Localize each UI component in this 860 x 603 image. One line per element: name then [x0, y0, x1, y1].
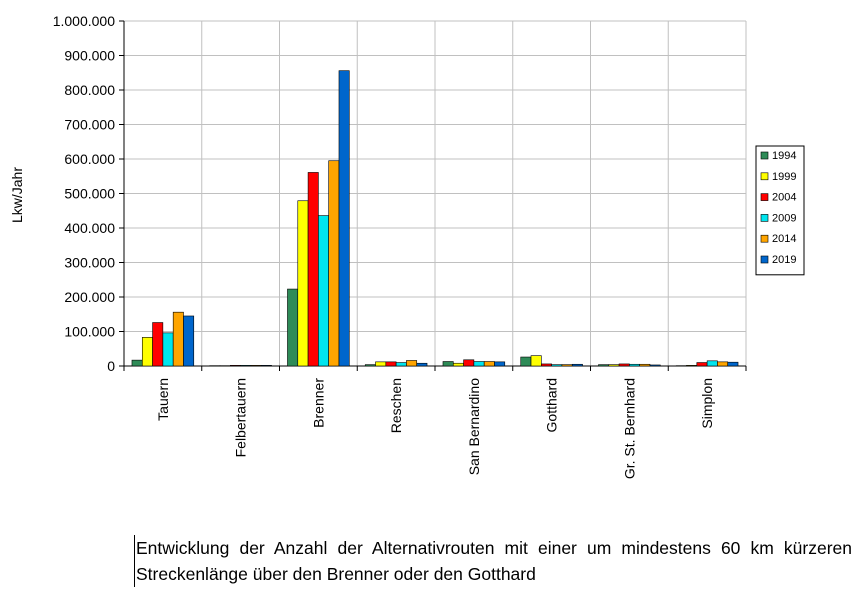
y-tick-label: 400.000 — [64, 220, 115, 236]
category-label: Gr. St. Bernhard — [621, 378, 637, 479]
bar-2009 — [629, 363, 640, 367]
bar-2019 — [260, 365, 272, 367]
bar-2004 — [618, 363, 630, 367]
y-tick-label: 100.000 — [64, 324, 115, 340]
legend-label: 2009 — [772, 212, 796, 224]
legend: 1994 1999 2004 2009 2014 2019 — [755, 145, 805, 276]
bar-2009 — [473, 361, 485, 367]
y-tick-label: 800.000 — [64, 82, 115, 98]
legend-swatch — [760, 172, 769, 181]
bar-2014 — [172, 311, 184, 367]
y-axis-label: Lkw/Jahr — [9, 167, 25, 223]
bar-2004 — [307, 172, 319, 367]
bar-2014 — [328, 160, 340, 367]
bar-2004 — [230, 365, 241, 367]
bar-1994 — [209, 365, 221, 367]
bar-1994 — [364, 364, 376, 367]
bar-1999 — [608, 364, 620, 367]
category-label: Brenner — [310, 378, 326, 428]
y-tick-label: 700.000 — [64, 117, 115, 133]
legend-swatch — [760, 234, 769, 243]
bar-2019 — [416, 362, 428, 367]
bar-2014 — [483, 361, 495, 367]
legend-swatch — [760, 151, 769, 160]
bar-2014 — [406, 360, 418, 367]
y-tick-label: 500.000 — [64, 186, 115, 202]
bar-2019 — [727, 361, 739, 367]
bar-2009 — [395, 362, 407, 367]
bar-2019 — [649, 364, 661, 367]
bar-2019 — [494, 361, 506, 367]
legend-label: 1999 — [772, 171, 796, 183]
legend-label: 1994 — [772, 150, 796, 162]
figure-caption: Entwicklung der Anzahl der Alternativrou… — [134, 535, 852, 587]
legend-swatch — [760, 214, 769, 222]
bar-2004 — [152, 322, 164, 367]
bar-2009 — [240, 365, 252, 367]
category-label: Gotthard — [544, 378, 560, 432]
category-label: Felbertauern — [233, 378, 249, 457]
bar-1999 — [686, 365, 698, 367]
bar-1994 — [442, 361, 454, 367]
bar-2019 — [571, 363, 583, 367]
category-label: Simplon — [699, 378, 715, 429]
bar-2014 — [561, 364, 573, 367]
bar-1999 — [530, 355, 542, 367]
legend-label: 2019 — [772, 254, 796, 266]
y-tick-label: 900.000 — [64, 48, 115, 64]
bar-2004 — [385, 361, 397, 367]
bar-2019 — [183, 315, 195, 367]
y-tick-label: 300.000 — [64, 255, 115, 271]
bar-2009 — [162, 332, 174, 367]
legend-label: 2014 — [772, 233, 796, 245]
bar-2004 — [696, 362, 708, 367]
bar-1994 — [520, 356, 532, 367]
bar-2004 — [463, 359, 475, 367]
bar-1994 — [675, 365, 687, 367]
category-label: Reschen — [388, 378, 404, 433]
bar-2009 — [706, 360, 718, 367]
bars — [131, 70, 739, 367]
bar-1994 — [131, 359, 143, 367]
category-label: San Bernardino — [466, 378, 482, 476]
bar-2019 — [338, 70, 350, 367]
legend-swatch — [760, 193, 769, 201]
y-tick-label: 600.000 — [64, 151, 115, 167]
y-tick-label: 0 — [107, 358, 115, 374]
y-tick-label: 200.000 — [64, 289, 115, 305]
gridlines — [124, 20, 747, 366]
bar-2014 — [639, 363, 651, 367]
legend-label: 2004 — [772, 192, 796, 204]
legend-box — [755, 145, 805, 276]
category-labels: Tauern Felbertauern Brenner Reschen San Bern… — [155, 378, 715, 480]
bar-1999 — [219, 365, 231, 367]
bar-1994 — [598, 364, 610, 367]
y-tick-labels: 0 100.000 200.000 300.000 400.000 500.000 600.… — [53, 13, 116, 374]
bar-2009 — [551, 364, 563, 367]
legend-swatch — [760, 255, 769, 264]
bar-1994 — [287, 288, 299, 367]
bar-chart: 0 100.000 200.000 300.000 400.000 500.000 600.… — [9, 13, 805, 480]
bar-2004 — [541, 363, 552, 367]
category-label: Tauern — [155, 378, 171, 421]
bar-1999 — [297, 200, 309, 367]
bar-1999 — [375, 361, 387, 367]
y-tick-label: 1.000.000 — [53, 13, 115, 29]
bar-2009 — [318, 215, 329, 367]
bar-2014 — [250, 365, 262, 367]
bar-1999 — [141, 337, 153, 367]
bar-2014 — [717, 361, 729, 367]
bar-1999 — [452, 362, 464, 367]
